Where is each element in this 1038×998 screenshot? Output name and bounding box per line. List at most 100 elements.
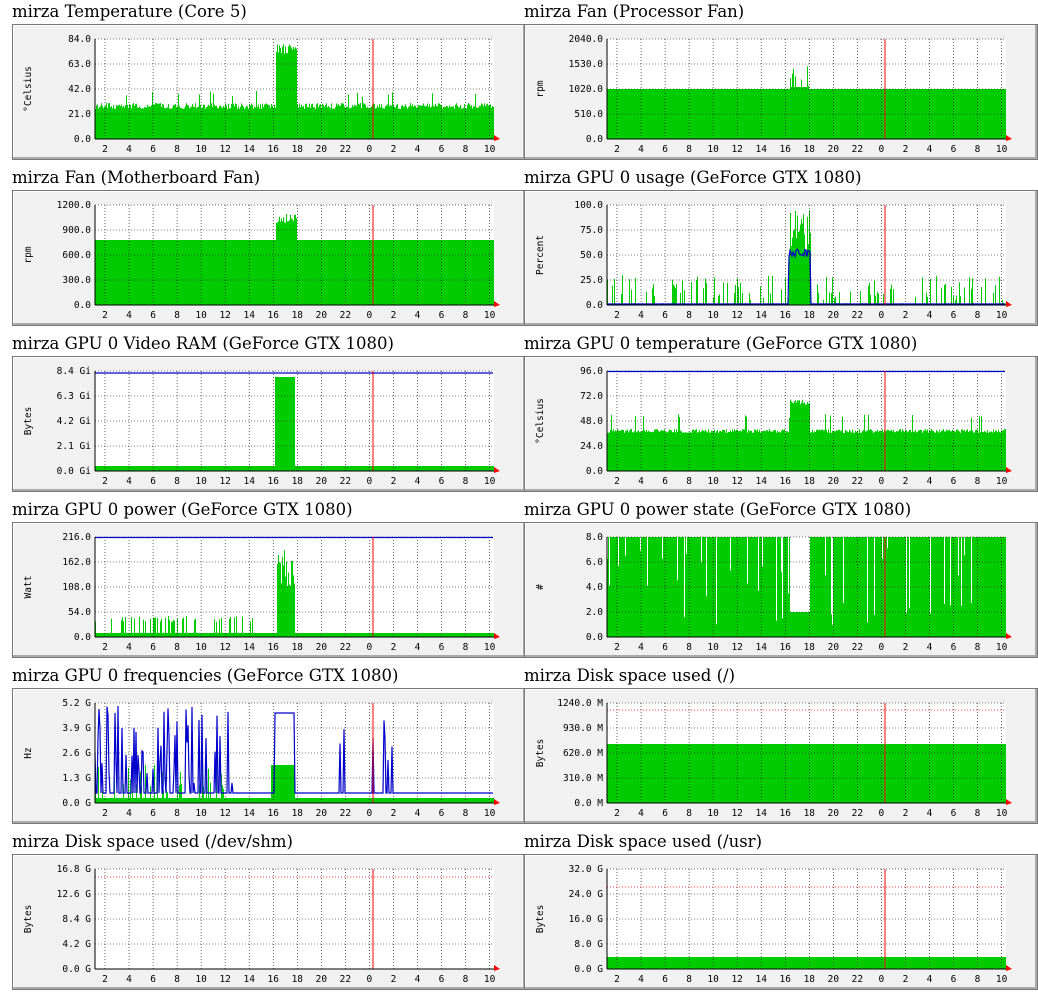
x-tick-label: 14 <box>755 974 767 985</box>
x-tick-label: 6 <box>662 974 668 985</box>
axis-arrow <box>1006 965 1012 971</box>
chart-gpu-video-ram: mirza GPU 0 Video RAM (GeForce GTX 1080)… <box>12 334 528 500</box>
chart-frame[interactable]: 8.4 Gi 6.3 Gi 4.2 Gi 2.1 Gi 0.0 Gi Bytes 2 4 6 8 1… <box>12 356 526 492</box>
x-tick-label: 4 <box>638 144 644 155</box>
y-tick-label: 32.0 G <box>569 864 604 875</box>
y-tick-label: 0.0 <box>74 300 91 311</box>
chart-svg: 32.0 G 24.0 G 16.0 G 8.0 G 0.0 G Bytes 2 4 6 8 10 1… <box>535 864 1012 985</box>
x-tick-label: 2 <box>903 974 909 985</box>
y-axis-label: Watt <box>23 576 34 599</box>
x-tick-label: 10 <box>484 974 496 985</box>
x-tick-label: 18 <box>804 642 816 653</box>
x-tick-label: 22 <box>340 476 351 487</box>
y-tick-label: 0.0 <box>74 134 91 145</box>
x-tick-label: 6 <box>150 144 156 155</box>
axis-arrow <box>494 633 500 639</box>
x-tick-label: 16 <box>268 974 280 985</box>
x-tick-label: 10 <box>484 808 496 819</box>
x-tick-label: 8 <box>174 974 180 985</box>
x-tick-label: 16 <box>268 310 280 321</box>
x-tick-label: 6 <box>951 642 957 653</box>
y-axis-label: °Celsius <box>535 398 546 444</box>
x-tick-label: 0 <box>367 642 373 653</box>
y-tick-label: 5.2 G <box>62 698 91 709</box>
series-area <box>607 399 1006 471</box>
chart-gpu-power-state: mirza GPU 0 power state (GeForce GTX 108… <box>524 500 1038 666</box>
y-tick-label: 1020.0 <box>569 84 604 95</box>
y-axis-label: rpm <box>535 80 546 97</box>
x-tick-label: 20 <box>316 808 328 819</box>
x-tick-label: 0 <box>879 310 885 321</box>
chart-frame[interactable]: 8.0 6.0 4.0 2.0 0.0 #2 4 6 8 10 12 14 16 18 20 22 0 2 4 6 8 1… <box>524 522 1038 658</box>
x-tick-label: 22 <box>852 144 863 155</box>
chart-frame[interactable]: 2040.0 1530.0 1020.0 510.0 0.0 rpm 2 4 6 8 10 12 14 1… <box>524 24 1038 160</box>
x-tick-label: 16 <box>268 808 280 819</box>
x-tick-label: 0 <box>367 144 373 155</box>
x-tick-label: 10 <box>707 144 719 155</box>
x-tick-label: 2 <box>614 144 620 155</box>
chart-frame[interactable]: 216.0 162.0 108.0 54.0 0.0 Watt 2 4 6 8 10 12 14 16 18… <box>12 522 526 658</box>
y-axis-label: Bytes <box>535 905 546 934</box>
axis-arrow <box>494 965 500 971</box>
y-tick-label: 16.0 G <box>569 914 604 925</box>
chart-frame[interactable]: 1240.0 M 930.0 M 620.0 M 310.0 M 0.0 M Bytes 2… <box>524 688 1038 824</box>
y-tick-label: 0.0 G <box>62 964 91 975</box>
x-tick-label: 14 <box>755 144 767 155</box>
series-area <box>607 744 1006 803</box>
chart-core5-temperature: mirza Temperature (Core 5) 84.0 63.0 42.0 2… <box>12 2 528 168</box>
x-tick-label: 10 <box>707 808 719 819</box>
y-tick-label: 21.0 <box>68 109 91 120</box>
chart-svg: 100.0 75.0 50.0 25.0 0.0 Percent 2 4 6 8 10 12 14 16 1… <box>535 200 1012 321</box>
series-area <box>95 377 494 471</box>
chart-frame[interactable]: 100.0 75.0 50.0 25.0 0.0 Percent 2 4 6 8 10 12 14 16 1… <box>524 190 1038 326</box>
x-tick-label: 8 <box>463 642 469 653</box>
chart-frame[interactable]: 84.0 63.0 42.0 21.0 0.0 °Celsius 2 4 6 8 10 12 14 16 1… <box>12 24 526 160</box>
x-tick-label: 16 <box>780 974 792 985</box>
x-tick-label: 10 <box>484 642 496 653</box>
x-tick-label: 10 <box>707 642 719 653</box>
x-tick-label: 8 <box>174 310 180 321</box>
x-tick-label: 22 <box>340 974 351 985</box>
x-tick-label: 8 <box>686 144 692 155</box>
x-tick-label: 12 <box>219 642 230 653</box>
chart-frame[interactable]: 1200.0 900.0 600.0 300.0 0.0 rpm 2 4 6 8 10 12 14 16 1… <box>12 190 526 326</box>
x-tick-label: 2 <box>614 310 620 321</box>
chart-title: mirza Fan (Processor Fan) <box>524 2 745 21</box>
chart-title: mirza GPU 0 power (GeForce GTX 1080) <box>12 500 353 519</box>
y-axis-label: Bytes <box>23 905 34 934</box>
chart-frame[interactable]: 5.2 G 3.9 G 2.6 G 1.3 G 0.0 G Hz 2 4 6 8 10 12 14 16 1… <box>12 688 526 824</box>
x-tick-label: 6 <box>150 476 156 487</box>
y-tick-label: 2.1 Gi <box>57 441 92 452</box>
x-tick-label: 2 <box>391 476 397 487</box>
x-tick-label: 10 <box>996 642 1008 653</box>
x-tick-label: 4 <box>126 808 132 819</box>
x-tick-label: 14 <box>755 642 767 653</box>
x-tick-label: 22 <box>852 808 863 819</box>
x-tick-label: 2 <box>903 642 909 653</box>
x-tick-label: 10 <box>195 476 207 487</box>
chart-svg: 8.4 Gi 6.3 Gi 4.2 Gi 2.1 Gi 0.0 Gi Bytes 2 4 6 8 1… <box>23 366 500 487</box>
x-tick-label: 6 <box>951 808 957 819</box>
x-tick-label: 10 <box>195 642 207 653</box>
x-tick-label: 22 <box>852 476 863 487</box>
axis-arrow <box>494 135 500 141</box>
x-tick-label: 2 <box>391 642 397 653</box>
chart-title: mirza GPU 0 usage (GeForce GTX 1080) <box>524 168 862 187</box>
chart-disk-usr: mirza Disk space used (/usr) 32.0 G 24.0 … <box>524 832 1038 998</box>
y-tick-label: 12.6 G <box>57 889 92 900</box>
chart-frame[interactable]: 96.0 72.0 48.0 24.0 0.0 °Celsius 2 4 6 8 10 12 14 16 1… <box>524 356 1038 492</box>
x-tick-label: 4 <box>927 476 933 487</box>
axis-arrow <box>1006 135 1012 141</box>
y-tick-label: 900.0 <box>62 225 91 236</box>
y-tick-label: 96.0 <box>580 366 603 377</box>
y-tick-label: 310.0 M <box>563 773 603 784</box>
chart-frame[interactable]: 32.0 G 24.0 G 16.0 G 8.0 G 0.0 G Bytes 2 4 6 8 10 1… <box>524 854 1038 990</box>
x-tick-label: 2 <box>102 808 108 819</box>
x-tick-label: 2 <box>391 144 397 155</box>
x-tick-label: 6 <box>662 144 668 155</box>
series-area <box>607 957 1006 969</box>
x-tick-label: 8 <box>686 310 692 321</box>
y-tick-label: 0.0 G <box>574 964 603 975</box>
chart-gpu-usage: mirza GPU 0 usage (GeForce GTX 1080) 100… <box>524 168 1038 334</box>
chart-frame[interactable]: 16.8 G 12.6 G 8.4 G 4.2 G 0.0 G Bytes 2 4 6 8 10 12… <box>12 854 526 990</box>
